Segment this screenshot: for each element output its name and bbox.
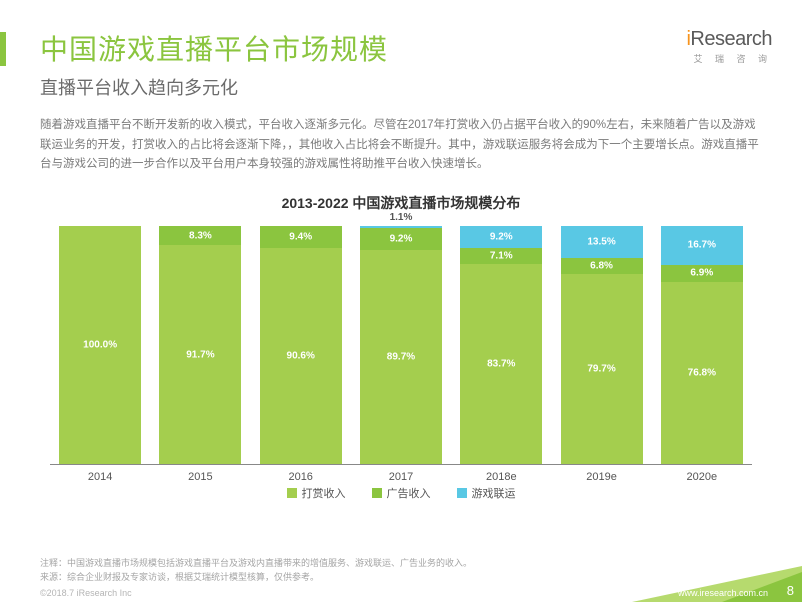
bar-segment: 79.7% xyxy=(561,274,643,464)
bar-value-label: 13.5% xyxy=(587,236,615,247)
bar-column: 1.1%9.2%89.7% xyxy=(360,226,442,464)
accent-bar xyxy=(0,32,6,66)
legend-label: 打赏收入 xyxy=(302,485,346,501)
legend-label: 游戏联运 xyxy=(472,485,516,501)
page-number: 8 xyxy=(787,583,794,598)
x-axis-label: 2020e xyxy=(661,471,743,483)
chart-area: 2013-2022 中国游戏直播市场规模分布 100.0% 8.3% 91.7% 9.… xyxy=(0,175,802,497)
bar-segment: 8.3% xyxy=(159,226,241,246)
bar-value-label: 7.1% xyxy=(490,250,513,261)
chart-title: 2013-2022 中国游戏直播市场规模分布 xyxy=(40,193,762,213)
bar-segment: 83.7% xyxy=(460,264,542,463)
footer-notes: 注释：中国游戏直播市场规模包括游戏直播平台及游戏内直播带来的增值服务、游戏联运、… xyxy=(40,557,472,584)
bar-segment: 16.7% xyxy=(661,226,743,266)
page-title: 中国游戏直播平台市场规模 xyxy=(40,28,762,68)
legend-item: 游戏联运 xyxy=(457,485,516,501)
bar-segment: 9.4% xyxy=(260,226,342,248)
legend-label: 广告收入 xyxy=(387,485,431,501)
legend-item: 广告收入 xyxy=(372,485,431,501)
logo-subtext: 艾 瑞 咨 询 xyxy=(686,52,772,65)
footer-note-2: 来源：综合企业财报及专家访谈，根据艾瑞统计模型核算，仅供参考。 xyxy=(40,571,472,585)
bar-value-label: 9.2% xyxy=(390,234,413,245)
bar-segment: 76.8% xyxy=(661,282,743,464)
logo-brand: iResearch xyxy=(686,28,772,51)
bar-column: 13.5% 6.8% 79.7% xyxy=(561,226,643,464)
bar-value-label: 1.1% xyxy=(390,212,413,223)
bar-value-label: 16.7% xyxy=(688,240,716,251)
bar-value-label: 90.6% xyxy=(287,350,315,361)
x-axis-label: 2017 xyxy=(360,471,442,483)
bar-segment: 7.1% xyxy=(460,248,542,265)
bar-segment: 9.2% xyxy=(360,228,442,250)
bar-segment: 90.6% xyxy=(260,248,342,464)
bar-value-label: 8.3% xyxy=(189,230,212,241)
chart-legend: 打赏收入 广告收入 游戏联运 xyxy=(40,485,762,501)
logo: iResearch 艾 瑞 咨 询 xyxy=(686,28,772,65)
bar-value-label: 100.0% xyxy=(83,339,117,350)
legend-swatch xyxy=(372,488,382,498)
chart-plot: 100.0%8.3%91.7%9.4%90.6%1.1%9.2%89.7%9.2… xyxy=(50,227,752,465)
footer-url: www.iresearch.com.cn xyxy=(678,588,768,598)
bar-segment: 9.2% xyxy=(460,226,542,248)
copyright: ©2018.7 iResearch Inc xyxy=(40,588,132,598)
bar-segment: 13.5% xyxy=(561,226,643,258)
bar-value-label: 79.7% xyxy=(587,363,615,374)
legend-swatch xyxy=(457,488,467,498)
legend-item: 打赏收入 xyxy=(287,485,346,501)
bar-value-label: 9.2% xyxy=(490,231,513,242)
chart-bars: 100.0%8.3%91.7%9.4%90.6%1.1%9.2%89.7%9.2… xyxy=(50,227,752,464)
bar-value-label: 91.7% xyxy=(186,349,214,360)
bar-segment: 6.8% xyxy=(561,258,643,274)
bar-value-label: 6.8% xyxy=(590,260,613,271)
bar-column: 8.3% 91.7% xyxy=(159,226,241,464)
bar-segment: 91.7% xyxy=(159,245,241,463)
bar-column: 9.2% 7.1% 83.7% xyxy=(460,226,542,464)
x-axis-label: 2018e xyxy=(460,471,542,483)
bar-value-label: 9.4% xyxy=(289,231,312,242)
body-paragraph: 随着游戏直播平台不断开发新的收入模式，平台收入逐渐多元化。尽管在2017年打赏收… xyxy=(0,100,802,175)
header: 中国游戏直播平台市场规模 直播平台收入趋向多元化 xyxy=(0,0,802,100)
bar-segment: 89.7% xyxy=(360,250,442,463)
stacked-bar-chart: 100.0%8.3%91.7%9.4%90.6%1.1%9.2%89.7%9.2… xyxy=(40,227,762,497)
x-axis-label: 2016 xyxy=(260,471,342,483)
bar-value-label: 89.7% xyxy=(387,351,415,362)
corner-decoration: www.iresearch.com.cn 8 xyxy=(632,566,802,602)
x-axis-label: 2014 xyxy=(59,471,141,483)
bar-column: 100.0% xyxy=(59,226,141,464)
bar-column: 16.7% 6.9% 76.8% xyxy=(661,226,743,464)
bar-value-label: 76.8% xyxy=(688,367,716,378)
bar-value-label: 83.7% xyxy=(487,359,515,370)
x-axis-label: 2019e xyxy=(561,471,643,483)
chart-x-axis: 2014 2015 2016 2017 2018e 2019e 2020e xyxy=(50,471,752,483)
page-subtitle: 直播平台收入趋向多元化 xyxy=(40,74,762,100)
bar-segment: 6.9% xyxy=(661,265,743,281)
logo-text: Research xyxy=(690,28,772,50)
bar-segment: 100.0% xyxy=(59,226,141,464)
bar-column: 9.4% 90.6% xyxy=(260,226,342,464)
bar-value-label: 6.9% xyxy=(690,268,713,279)
x-axis-label: 2015 xyxy=(159,471,241,483)
footer-note-1: 注释：中国游戏直播市场规模包括游戏直播平台及游戏内直播带来的增值服务、游戏联运、… xyxy=(40,557,472,571)
legend-swatch xyxy=(287,488,297,498)
